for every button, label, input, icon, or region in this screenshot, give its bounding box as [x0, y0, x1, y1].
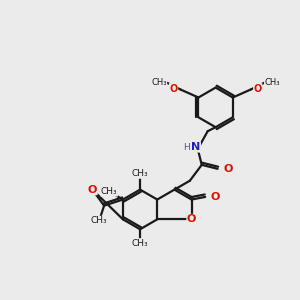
Text: CH₃: CH₃ — [265, 78, 280, 87]
Text: CH₃: CH₃ — [101, 187, 118, 196]
Text: O: O — [254, 84, 262, 94]
Text: CH₃: CH₃ — [91, 216, 107, 225]
Text: O: O — [224, 164, 233, 174]
Text: CH₃: CH₃ — [132, 238, 148, 247]
Text: O: O — [88, 184, 97, 195]
Text: O: O — [169, 84, 178, 94]
Text: H: H — [183, 142, 190, 152]
Text: O: O — [187, 214, 196, 224]
Text: O: O — [210, 192, 220, 202]
Text: CH₃: CH₃ — [132, 169, 148, 178]
Text: CH₃: CH₃ — [151, 78, 167, 87]
Text: N: N — [191, 142, 200, 152]
